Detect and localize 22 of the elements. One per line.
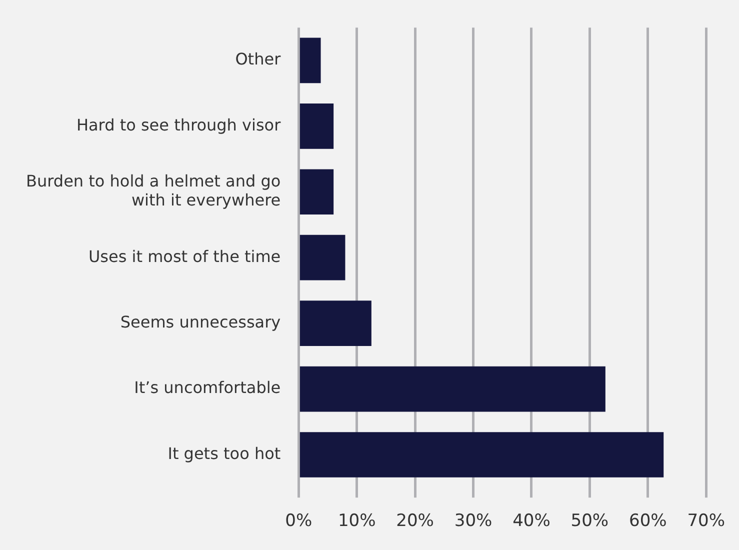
- y-tick-label: Other: [235, 50, 282, 69]
- bar: [300, 38, 321, 84]
- x-tick-label: 60%: [629, 511, 667, 532]
- bar: [300, 234, 346, 280]
- y-tick-label: Hard to see through visor: [76, 115, 282, 134]
- x-tick-label: 50%: [570, 511, 609, 532]
- y-tick-label: Uses it most of the time: [88, 246, 281, 266]
- x-tick-label: 0%: [285, 511, 312, 532]
- y-tick-label: It gets too hot: [168, 444, 281, 463]
- y-tick-label: It’s uncomfortable: [134, 378, 281, 398]
- bar: [300, 104, 334, 149]
- bar: [300, 366, 606, 412]
- x-tick-label: 20%: [396, 511, 434, 532]
- x-tick-label: 70%: [687, 511, 726, 532]
- x-tick-label: 40%: [512, 511, 550, 532]
- bar: [300, 300, 372, 346]
- bar: [300, 169, 334, 215]
- bar: [300, 432, 664, 478]
- x-tick-label: 10%: [338, 511, 376, 532]
- y-tick-label: Seems unnecessary: [120, 312, 281, 332]
- y-tick-label: Burden to hold a helmet and go with it everywhere: [26, 171, 281, 210]
- x-tick-label: 30%: [454, 511, 492, 532]
